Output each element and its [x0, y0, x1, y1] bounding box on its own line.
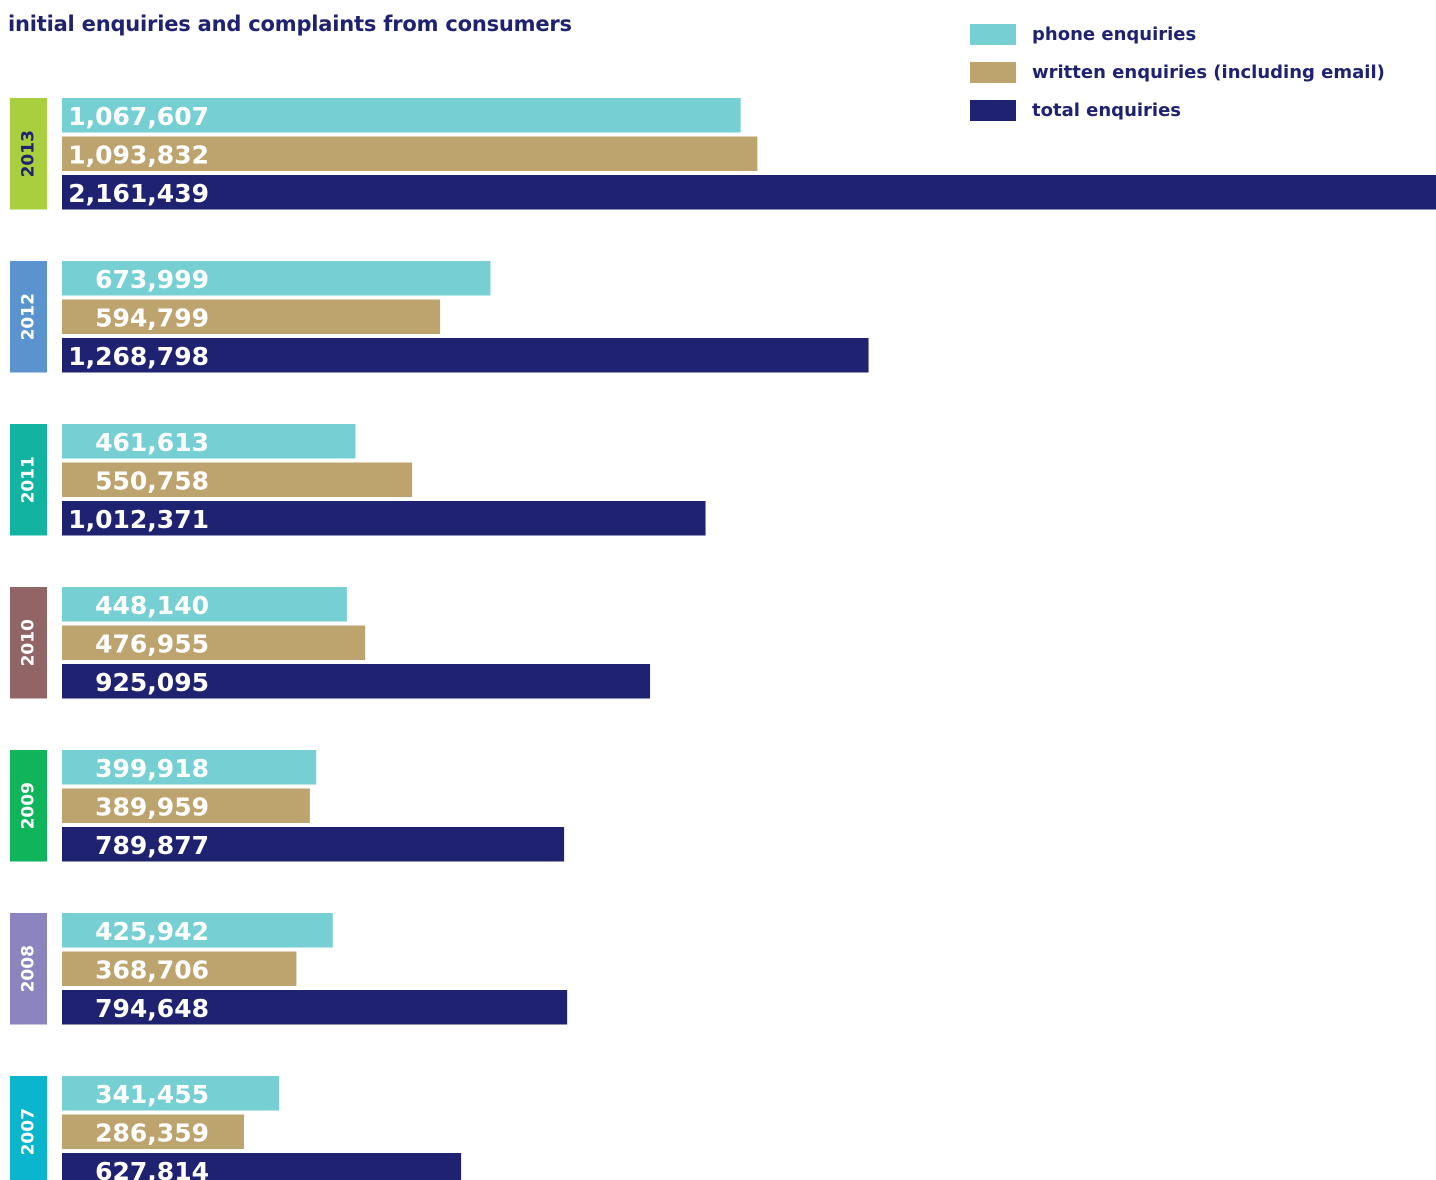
year-label-2008: 2008 [19, 945, 39, 992]
bar-2009-series-0 [62, 750, 317, 785]
year-label-2012: 2012 [19, 293, 39, 340]
data-label-2009-series-2: 789,877 [95, 831, 209, 860]
bar-2010-series-2 [62, 664, 651, 699]
legend: phone enquiries written enquiries (inclu… [970, 15, 1385, 129]
legend-swatch-phone [970, 23, 1016, 45]
bar-2011-series-0 [62, 424, 356, 459]
year-group-2012: 2012 673,999 594,799 1,268,798 [10, 261, 869, 373]
year-group-2010: 2010 448,140 476,955 925,095 [10, 587, 651, 699]
year-group-2009: 2009 399,918 389,959 789,877 [10, 750, 565, 862]
year-label-2013: 2013 [19, 130, 39, 177]
year-group-2011: 2011 461,613 550,758 1,012,371 [10, 424, 706, 536]
year-tab-2013 [10, 98, 47, 210]
legend-item-total: total enquiries [970, 91, 1385, 129]
data-label-2013-series-0: 1,067,607 [68, 102, 209, 131]
year-tab-2007 [10, 1076, 47, 1180]
data-label-2012-series-0: 673,999 [95, 265, 209, 294]
legend-item-written: written enquiries (including email) [970, 53, 1385, 91]
data-label-2007-series-0: 341,455 [95, 1080, 209, 1109]
bar-2012-series-0 [62, 261, 491, 296]
data-label-2011-series-0: 461,613 [95, 428, 209, 457]
legend-label-phone: phone enquiries [1032, 23, 1197, 45]
data-label-2009-series-1: 389,959 [95, 792, 209, 821]
data-label-2011-series-2: 1,012,371 [68, 505, 209, 534]
bar-2007-series-1 [62, 1114, 245, 1149]
bar-2012-series-1 [62, 299, 441, 334]
data-label-2010-series-1: 476,955 [95, 629, 209, 658]
bar-2012-series-2 [62, 338, 869, 373]
bar-2010-series-1 [62, 625, 366, 660]
legend-label-total: total enquiries [1032, 99, 1182, 121]
legend-item-phone: phone enquiries [970, 15, 1385, 53]
year-label-2010: 2010 [19, 619, 39, 666]
legend-label-written: written enquiries (including email) [1032, 61, 1385, 83]
bar-2013-series-0 [62, 98, 741, 133]
year-group-2013: 2013 1,067,607 1,093,832 2,161,439 [10, 98, 1436, 210]
bar-2009-series-1 [62, 788, 310, 823]
bar-2013-series-2 [62, 175, 1436, 210]
bar-2011-series-1 [62, 462, 413, 497]
year-tab-2008 [10, 913, 47, 1025]
data-label-2008-series-0: 425,942 [95, 917, 209, 946]
year-group-2008: 2008 425,942 368,706 794,648 [10, 913, 568, 1025]
data-label-2008-series-2: 794,648 [95, 994, 209, 1023]
bar-2008-series-2 [62, 990, 568, 1025]
data-label-2010-series-0: 448,140 [95, 591, 209, 620]
bar-2008-series-0 [62, 913, 333, 948]
bar-2008-series-1 [62, 951, 297, 986]
data-label-2013-series-2: 2,161,439 [68, 179, 209, 208]
data-label-2009-series-0: 399,918 [95, 754, 209, 783]
bar-2013-series-1 [62, 136, 758, 171]
data-label-2012-series-1: 594,799 [95, 303, 209, 332]
year-tab-2010 [10, 587, 47, 699]
bar-2007-series-0 [62, 1076, 280, 1111]
chart-title: initial enquiries and complaints from co… [8, 12, 572, 36]
year-label-2011: 2011 [19, 456, 39, 503]
bar-2010-series-0 [62, 587, 347, 622]
year-label-2007: 2007 [19, 1108, 39, 1155]
legend-swatch-total [970, 99, 1016, 121]
year-tab-2012 [10, 261, 47, 373]
data-label-2012-series-2: 1,268,798 [68, 342, 209, 371]
data-label-2008-series-1: 368,706 [95, 955, 209, 984]
year-tab-2011 [10, 424, 47, 536]
year-tab-2009 [10, 750, 47, 862]
data-label-2011-series-1: 550,758 [95, 466, 209, 495]
legend-swatch-written [970, 61, 1016, 83]
bar-2007-series-2 [62, 1153, 462, 1180]
bar-2011-series-2 [62, 501, 706, 536]
data-label-2013-series-1: 1,093,832 [68, 140, 209, 169]
bar-2009-series-2 [62, 827, 565, 862]
year-label-2009: 2009 [19, 782, 39, 829]
data-label-2007-series-2: 627,814 [95, 1157, 209, 1180]
data-label-2010-series-2: 925,095 [95, 668, 209, 697]
year-group-2007: 2007 341,455 286,359 627,814 [10, 1076, 462, 1180]
data-label-2007-series-1: 286,359 [95, 1118, 209, 1147]
